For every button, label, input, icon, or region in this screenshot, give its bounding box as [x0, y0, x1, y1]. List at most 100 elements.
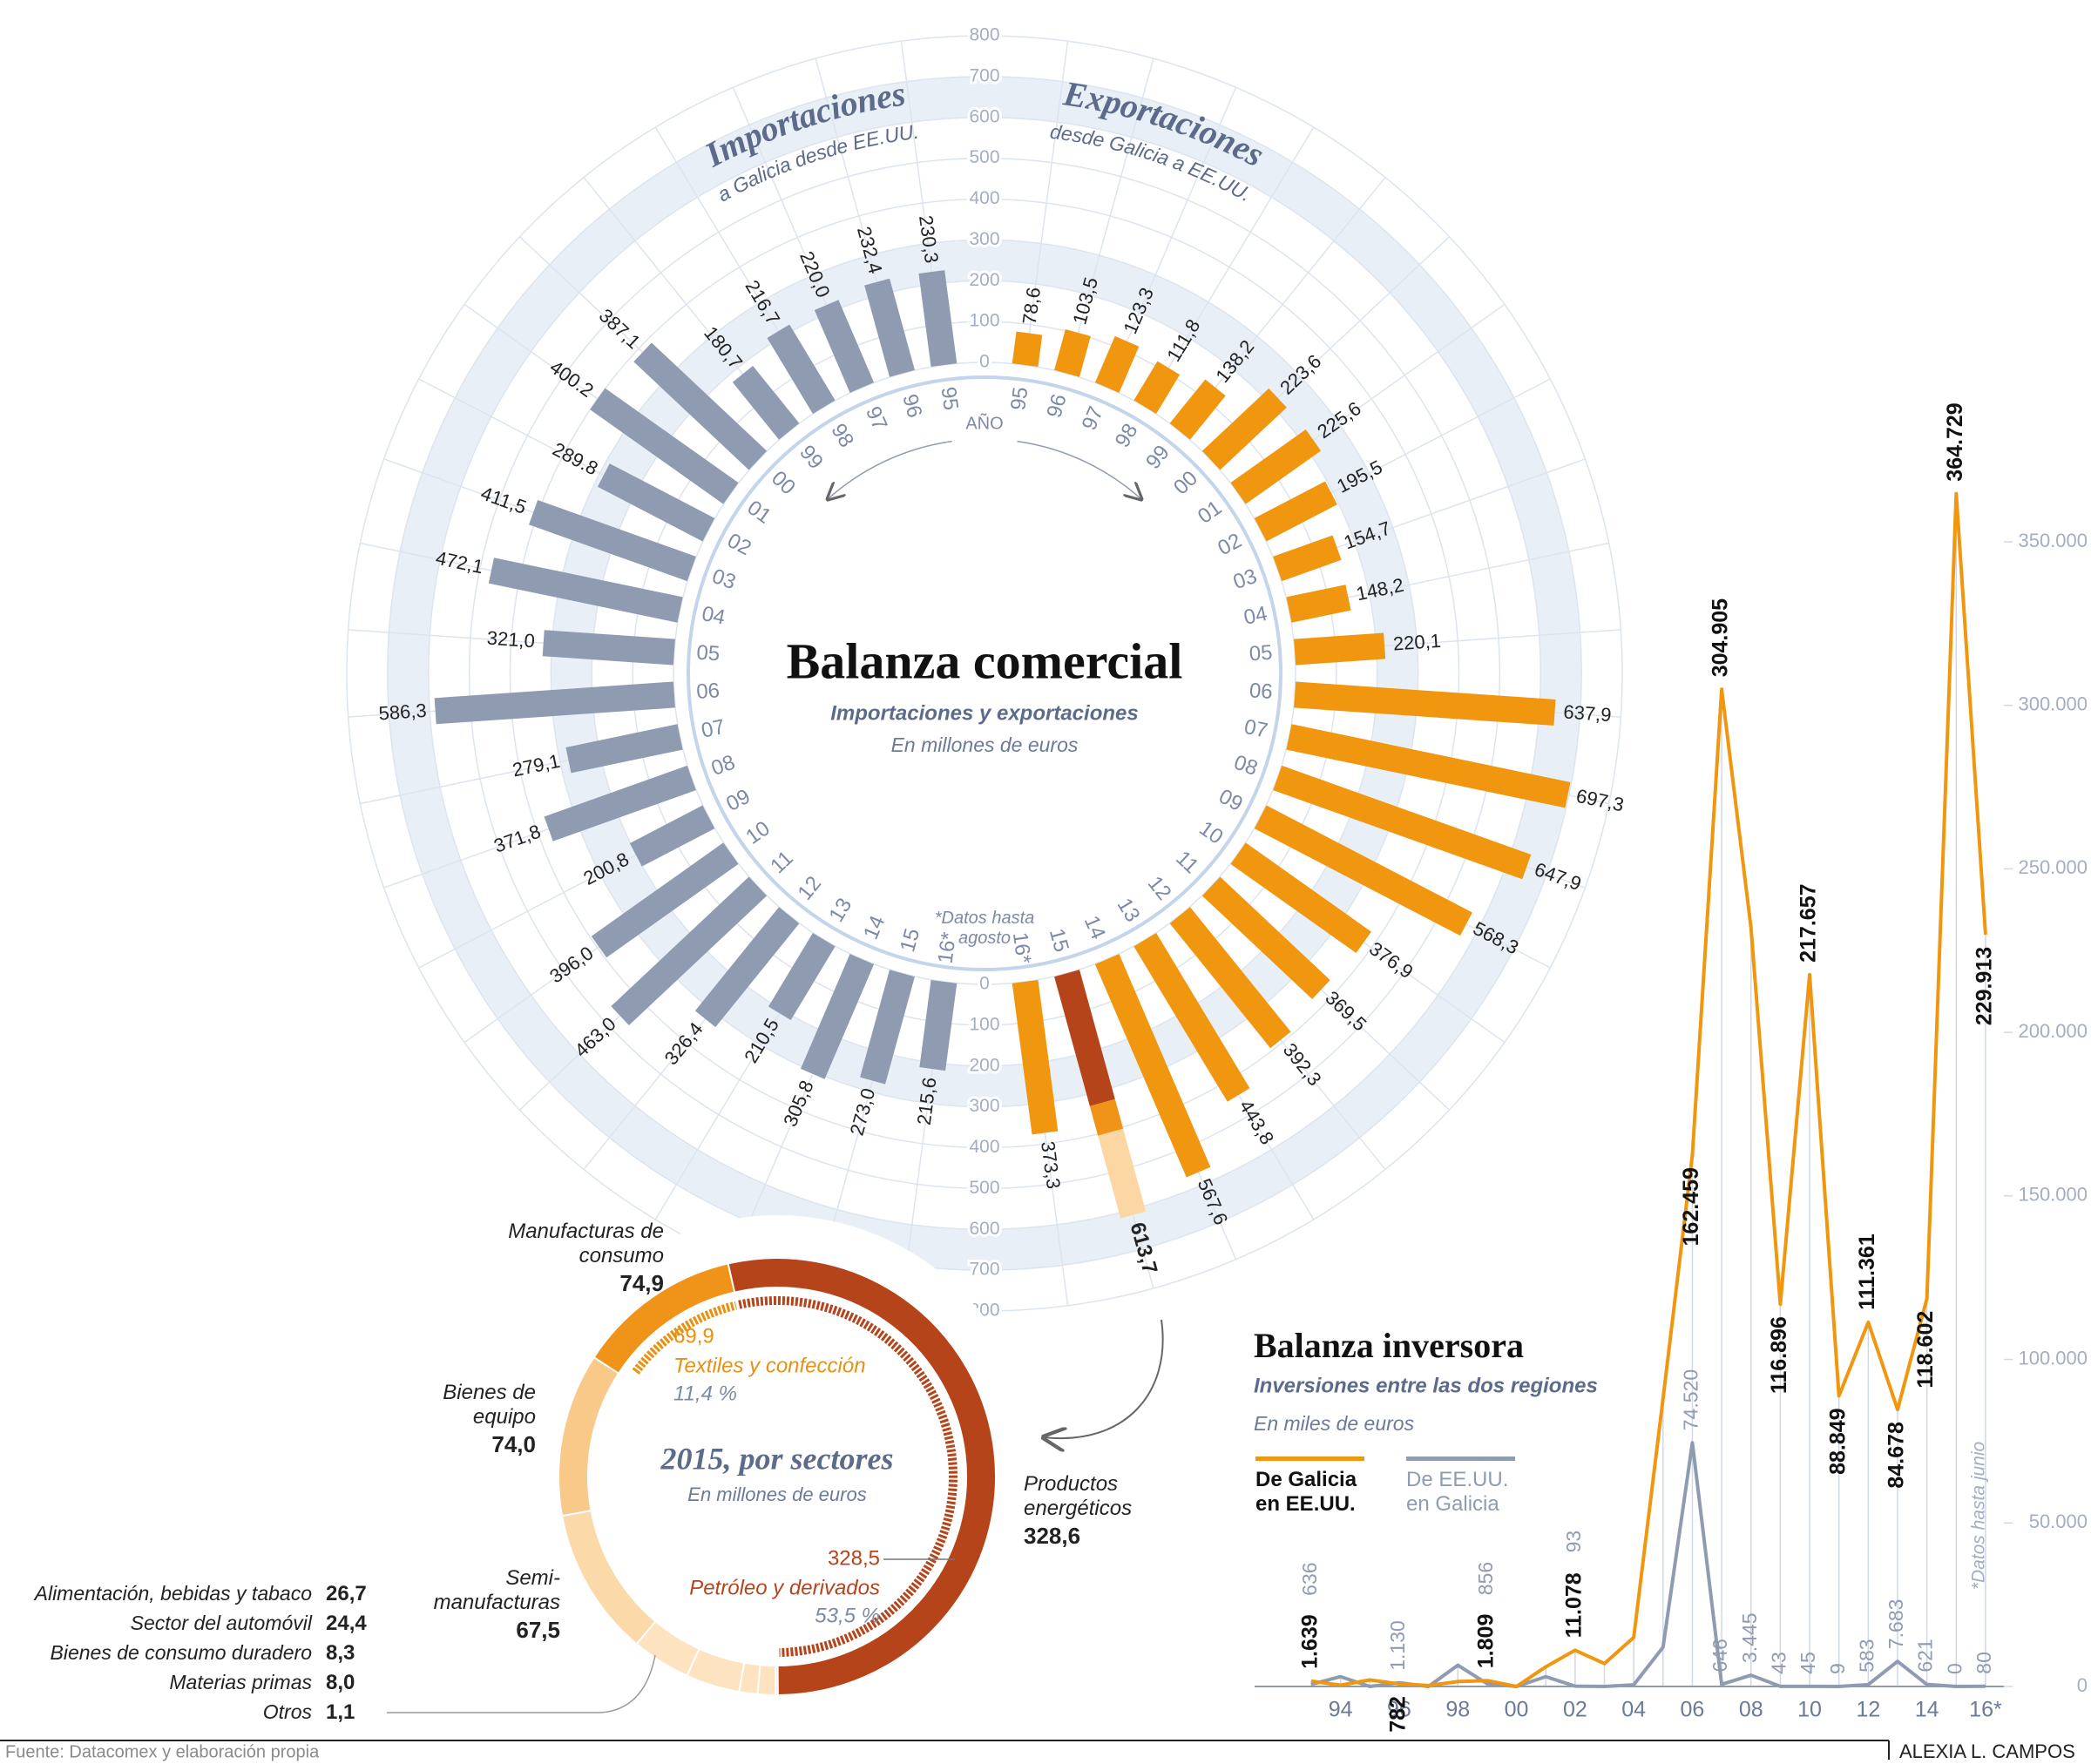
year-label: 96 — [1043, 392, 1072, 421]
annotation: *Datos hasta junio — [1969, 1441, 1989, 1590]
chart-subtitle: Inversiones entre las dos regiones — [1254, 1374, 1598, 1397]
highlight-arc — [632, 1301, 738, 1375]
donut-segment — [559, 1358, 618, 1515]
value-label: 78,6 — [1018, 286, 1045, 326]
sector-name: Sector del automóvil — [130, 1612, 312, 1634]
donut-title: 2015, por sectores — [660, 1441, 894, 1476]
value-label: 0 — [1943, 1663, 1966, 1674]
y-tick-label: 250.000 — [2018, 856, 2088, 878]
value-label: 369,5 — [1321, 987, 1370, 1036]
r-tick-label: 300 — [969, 229, 999, 249]
sector-value: 24,4 — [326, 1612, 367, 1635]
year-label: 11 — [766, 847, 798, 879]
value-label: 583 — [1855, 1639, 1878, 1672]
grid-ring — [346, 35, 1623, 1312]
x-tick-label: 16* — [1969, 1698, 2002, 1722]
year-label: 98 — [1111, 420, 1143, 452]
bar — [694, 907, 800, 1028]
axis-arrow — [1017, 440, 1141, 499]
bar — [434, 681, 675, 725]
x-tick-label: 12 — [1856, 1698, 1880, 1722]
y-tick-label: 350.000 — [2018, 530, 2088, 551]
r-tick-label: 100 — [969, 311, 999, 331]
bar — [860, 970, 915, 1085]
y-tick-label: 100.000 — [2018, 1347, 2088, 1369]
value-label: 7.683 — [1885, 1599, 1907, 1650]
arrow — [1044, 1319, 1164, 1438]
sector-label: Productos energéticos 328,6 — [1024, 1472, 1198, 1550]
x-tick-label: 06 — [1681, 1698, 1705, 1722]
r-tick-label: 0 — [979, 352, 990, 372]
bar — [1230, 842, 1371, 954]
sector-value: 74,0 — [491, 1431, 536, 1458]
axis-label: AÑO — [965, 412, 1003, 433]
year-label: 14 — [859, 912, 890, 943]
bar — [542, 630, 675, 666]
value-label: 637,9 — [1563, 700, 1613, 726]
r-tick-label: 500 — [969, 1178, 999, 1198]
highlight-share: 11,4 % — [673, 1382, 737, 1405]
axis-arrow — [828, 440, 952, 499]
x-tick-label: 98 — [1445, 1698, 1470, 1722]
value-label: 364.729 — [1943, 402, 1967, 481]
leader — [387, 1654, 656, 1713]
year-label: 14 — [1079, 912, 1110, 943]
highlight-value: 69,9 — [673, 1324, 714, 1348]
y-tick-label: 0 — [2077, 1674, 2088, 1696]
r-tick-label: 300 — [969, 1096, 999, 1116]
year-label: 07 — [700, 715, 727, 743]
grid-ring — [509, 198, 1460, 1149]
sector-label: Manufacturas de consumo 74,9 — [455, 1220, 664, 1297]
donut-segment — [728, 1259, 996, 1694]
annotation: *Datos hasta agosto — [934, 909, 1035, 948]
year-label: 11 — [1171, 847, 1203, 879]
bar — [1254, 805, 1472, 936]
value-label: 373,3 — [1037, 1139, 1065, 1190]
value-label: 3.445 — [1738, 1613, 1761, 1664]
bar — [1294, 632, 1386, 666]
sector-value: 74,9 — [619, 1270, 664, 1297]
grid-ring — [428, 117, 1541, 1230]
highlight-value: 328,5 — [828, 1546, 880, 1570]
ring-band — [387, 76, 1582, 1271]
donut-segment — [638, 1622, 699, 1675]
donut-subtitle: En millones de euros — [687, 1484, 866, 1505]
value-label: 856 — [1474, 1562, 1497, 1595]
bar — [591, 842, 739, 958]
year-ring — [687, 375, 1282, 971]
value-label: 782 — [1386, 1696, 1411, 1733]
r-tick-label: 500 — [969, 147, 999, 167]
year-label: 01 — [1194, 496, 1226, 528]
bar — [1012, 331, 1043, 368]
year-label: 12 — [793, 872, 826, 905]
grid-ring — [673, 362, 1296, 985]
bar — [864, 278, 915, 377]
year-label: 10 — [741, 816, 774, 848]
donut-segment — [563, 1511, 655, 1643]
value-label: 321,0 — [486, 627, 536, 652]
value-label: 220,1 — [1392, 630, 1442, 655]
r-tick-label: 200 — [969, 270, 999, 290]
r-tick-label: 400 — [969, 1137, 999, 1157]
source: Fuente: Datacomex y elaboración propia — [5, 1742, 320, 1761]
unit-note: En millones de euros — [891, 733, 1079, 756]
year-label: 02 — [1214, 529, 1245, 560]
year-label: 03 — [1230, 564, 1260, 594]
value-label: 1.809 — [1474, 1614, 1499, 1669]
spoke — [1066, 57, 1154, 374]
year-label: 95 — [937, 386, 963, 412]
spoke — [1144, 126, 1315, 408]
r-tick-label: 700 — [969, 1260, 999, 1280]
year-label: 96 — [897, 392, 926, 421]
year-label: 95 — [1006, 386, 1032, 412]
bar — [544, 765, 696, 841]
grid-ring — [387, 76, 1582, 1271]
year-label: 97 — [1078, 403, 1108, 434]
unit-note: En miles de euros — [1254, 1412, 1415, 1435]
bar — [529, 500, 696, 582]
year-label: 09 — [722, 785, 754, 816]
bar — [1230, 429, 1322, 504]
bar — [1169, 379, 1226, 440]
